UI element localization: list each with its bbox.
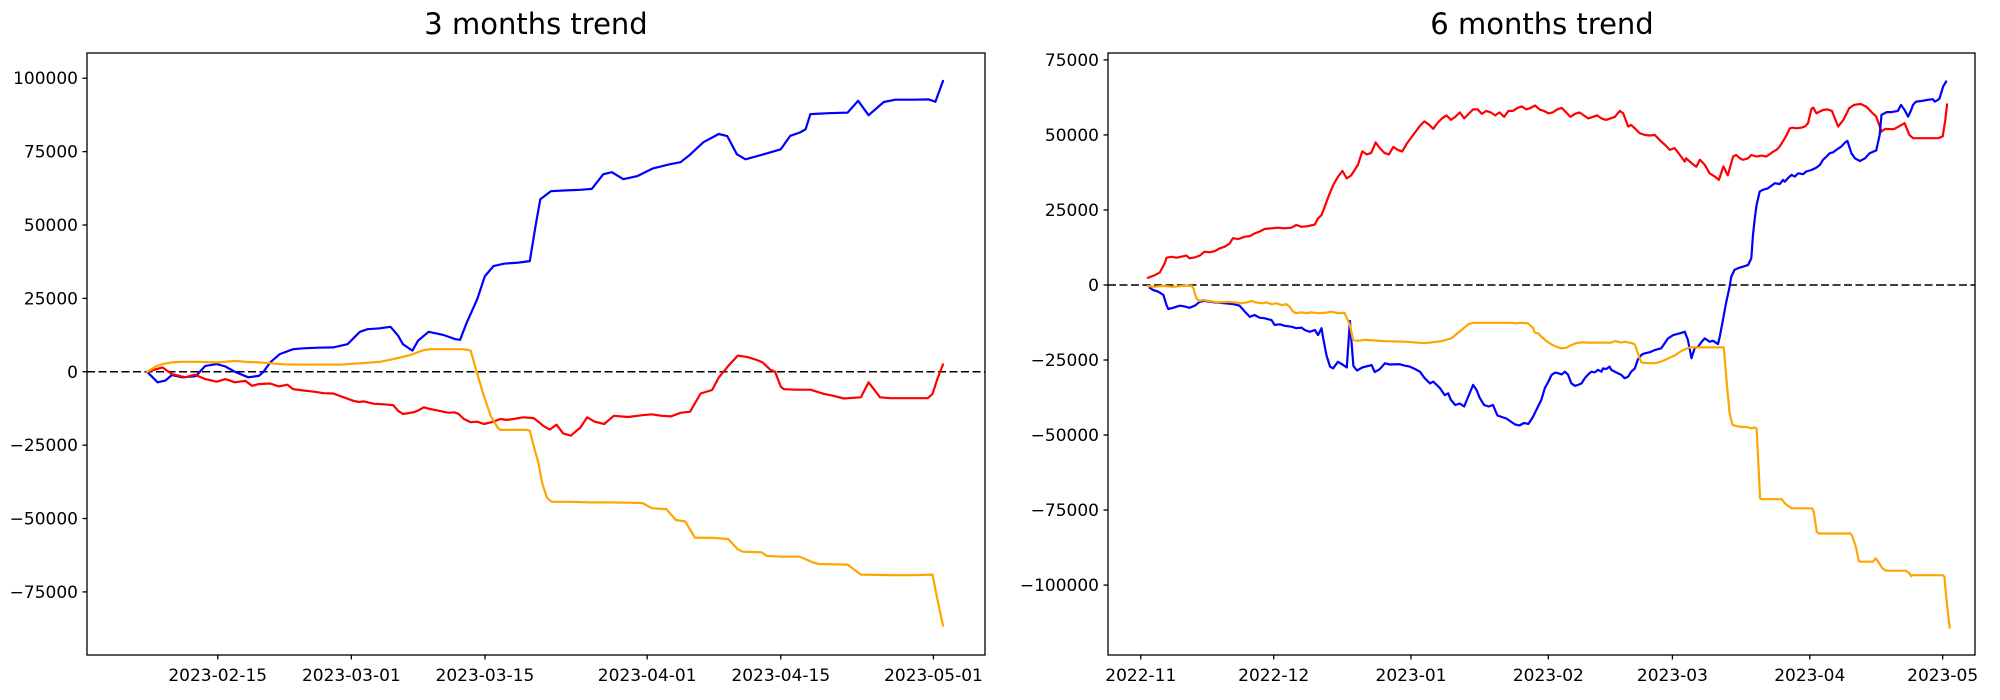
series-line-red xyxy=(146,354,945,437)
x-tick-label: 2023-04-15 xyxy=(731,666,830,686)
series-line-orange xyxy=(146,348,945,627)
plot-border xyxy=(86,52,986,656)
y-tick-label: −75000 xyxy=(1031,501,1099,521)
y-tick-label: 100000 xyxy=(13,69,78,89)
chart-title-6-months: 6 months trend xyxy=(1430,7,1653,41)
x-tick-label: 2023-03-01 xyxy=(302,666,401,686)
plot-area-6-months: 2022-11 2022-12 2023-01 2023-02 2023-03 2023-… xyxy=(1020,51,1978,686)
plot-border xyxy=(1107,52,1976,656)
y-tick-label: 50000 xyxy=(24,216,78,236)
y-tick-label: −25000 xyxy=(1031,351,1099,371)
x-tick-label: 2023-05-01 xyxy=(884,666,983,686)
x-tick-label: 2023-04-01 xyxy=(598,666,697,686)
y-tick-label: −75000 xyxy=(10,583,78,603)
y-tick-label: 75000 xyxy=(1045,51,1099,71)
series-line-blue xyxy=(146,79,945,384)
y-tick-label: −25000 xyxy=(10,436,78,456)
x-tick-label: 2023-01 xyxy=(1376,666,1447,686)
series-line-red xyxy=(1146,102,1949,279)
y-tick-label: 25000 xyxy=(1045,201,1099,221)
y-tick-label: −50000 xyxy=(10,510,78,530)
plot-area-3-months: 2023-02-15 2023-03-01 2023-03-15 2023-04-01… xyxy=(10,52,986,686)
y-tick-label: 25000 xyxy=(24,289,78,309)
x-tick-label: 2022-11 xyxy=(1105,666,1176,686)
chart-title-3-months: 3 months trend xyxy=(424,7,647,41)
y-tick-label: −50000 xyxy=(1031,426,1099,446)
series-line-blue xyxy=(1148,80,1948,427)
y-tick-label: 0 xyxy=(1088,276,1099,296)
y-tick-label: 75000 xyxy=(24,143,78,163)
x-tick-label: 2023-03 xyxy=(1637,666,1708,686)
x-tick-label: 2023-04 xyxy=(1774,666,1845,686)
x-tick-label: 2023-02 xyxy=(1513,666,1584,686)
y-tick-label: −100000 xyxy=(1020,576,1099,596)
x-tick-label: 2023-03-15 xyxy=(436,666,535,686)
y-tick-label: 50000 xyxy=(1045,126,1099,146)
series-line-orange xyxy=(1146,284,1951,629)
x-tick-label: 2023-05 xyxy=(1907,666,1978,686)
x-tick-label: 2023-02-15 xyxy=(168,666,267,686)
y-tick-label: 0 xyxy=(67,363,78,383)
x-tick-label: 2022-12 xyxy=(1238,666,1309,686)
